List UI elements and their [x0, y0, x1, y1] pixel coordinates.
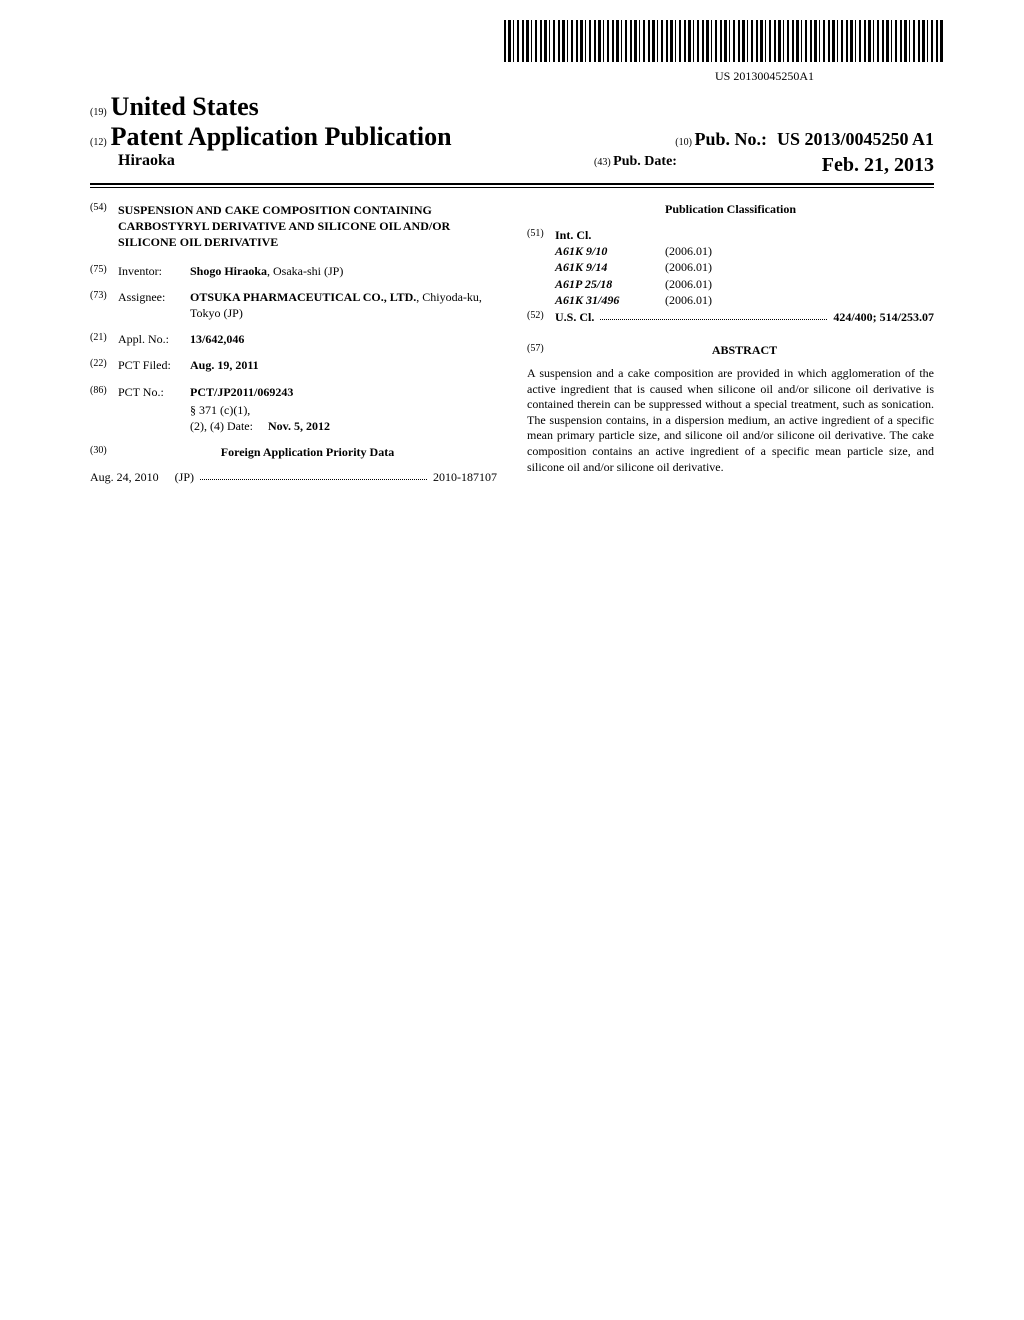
uscl-label: U.S. Cl.	[555, 310, 594, 325]
rule-thick	[90, 183, 934, 185]
priority-field: (30) Foreign Application Priority Data	[90, 444, 497, 460]
abstract-header-row: (57) ABSTRACT	[527, 343, 934, 358]
abstract-num: (57)	[527, 343, 555, 358]
intcl-code-0: A61K 9/10	[555, 243, 665, 259]
uscl-codes: 424/400; 514/253.07	[833, 310, 934, 325]
pubdate: Feb. 21, 2013	[822, 154, 934, 177]
inventor-name: Shogo Hiraoka	[190, 264, 267, 278]
intcl-code-3: A61K 31/496	[555, 292, 665, 308]
applno-num: (21)	[90, 331, 118, 347]
left-column: (54) SUSPENSION AND CAKE COMPOSITION CON…	[90, 202, 497, 485]
intcl-code-1: A61K 9/14	[555, 259, 665, 275]
pctfiled-field: (22) PCT Filed: Aug. 19, 2011	[90, 357, 497, 373]
intcl-year-2: (2006.01)	[665, 276, 712, 292]
s371-date-label: (2), (4) Date:	[190, 419, 253, 433]
pubno: US 2013/0045250 A1	[777, 129, 934, 149]
pctfiled-value: Aug. 19, 2011	[190, 357, 497, 373]
s371-label: § 371 (c)(1),	[190, 402, 497, 418]
barcode-area	[90, 20, 944, 67]
intcl-year-3: (2006.01)	[665, 292, 712, 308]
priority-appno: 2010-187107	[433, 470, 497, 485]
intcl-block: Int. Cl. A61K 9/10 (2006.01) A61K 9/14 (…	[555, 227, 934, 308]
pctno-value: PCT/JP2011/069243	[190, 384, 497, 400]
uscl-field: (52) U.S. Cl. 424/400; 514/253.07	[527, 310, 934, 325]
s371-date-row: (2), (4) Date: Nov. 5, 2012	[190, 418, 497, 434]
inventor-label: Inventor:	[118, 263, 190, 279]
pubdate-num: (43)	[594, 157, 611, 168]
pctno-num: (86)	[90, 384, 118, 400]
country-block: (19) United States	[90, 92, 259, 122]
barcode-number: US 20130045250A1	[90, 69, 814, 84]
rule-thin	[90, 187, 934, 188]
pubdate-block: (43) Pub. Date: Feb. 21, 2013	[594, 154, 934, 177]
priority-date: Aug. 24, 2010	[90, 470, 159, 485]
classification-header: Publication Classification	[527, 202, 934, 217]
body-columns: (54) SUSPENSION AND CAKE COMPOSITION CON…	[90, 202, 934, 485]
inventor-num: (75)	[90, 263, 118, 279]
title-num: (54)	[90, 202, 118, 251]
barcode	[504, 20, 944, 62]
header-row-3: Hiraoka (43) Pub. Date: Feb. 21, 2013	[90, 152, 934, 177]
assignee-name: OTSUKA PHARMACEUTICAL CO., LTD.	[190, 290, 416, 304]
header-block: (19) United States (12) Patent Applicati…	[90, 92, 934, 177]
uscl-num: (52)	[527, 310, 555, 325]
pctno-label: PCT No.:	[118, 384, 190, 400]
priority-dots	[200, 470, 427, 480]
assignee-num: (73)	[90, 289, 118, 321]
intcl-row-3: A61K 31/496 (2006.01)	[555, 292, 934, 308]
header-row-1: (19) United States	[90, 92, 934, 122]
abstract-header: ABSTRACT	[555, 343, 934, 358]
intcl-row-2: A61P 25/18 (2006.01)	[555, 276, 934, 292]
intcl-code-2: A61P 25/18	[555, 276, 665, 292]
applno-field: (21) Appl. No.: 13/642,046	[90, 331, 497, 347]
priority-num: (30)	[90, 444, 118, 460]
s371-date: Nov. 5, 2012	[268, 419, 330, 433]
priority-country: (JP)	[175, 470, 194, 485]
right-column: Publication Classification (51) Int. Cl.…	[527, 202, 934, 485]
inventor-field: (75) Inventor: Shogo Hiraoka, Osaka-shi …	[90, 263, 497, 279]
inventor-value: Shogo Hiraoka, Osaka-shi (JP)	[190, 263, 497, 279]
inventor-loc: , Osaka-shi (JP)	[267, 264, 343, 278]
uscl-dots	[600, 310, 827, 320]
country-num: (19)	[90, 107, 107, 118]
intcl-num: (51)	[527, 227, 555, 308]
doctype: Patent Application Publication	[111, 122, 452, 151]
title-text: SUSPENSION AND CAKE COMPOSITION CONTAINI…	[118, 202, 497, 251]
pctno-field: (86) PCT No.: PCT/JP2011/069243	[90, 384, 497, 400]
abstract-text: A suspension and a cake composition are …	[527, 366, 934, 475]
applno-value: 13/642,046	[190, 331, 497, 347]
intcl-field: (51) Int. Cl. A61K 9/10 (2006.01) A61K 9…	[527, 227, 934, 308]
pubno-block: (10) Pub. No.: US 2013/0045250 A1	[675, 129, 934, 150]
country-name: United States	[111, 92, 259, 121]
inventor-header: Hiraoka	[118, 152, 175, 170]
pctfiled-label: PCT Filed:	[118, 357, 190, 373]
patent-page: US 20130045250A1 (19) United States (12)…	[0, 0, 1024, 525]
intcl-year-1: (2006.01)	[665, 259, 712, 275]
intcl-row-1: A61K 9/14 (2006.01)	[555, 259, 934, 275]
intcl-row-0: A61K 9/10 (2006.01)	[555, 243, 934, 259]
priority-header: Foreign Application Priority Data	[118, 444, 497, 460]
assignee-value: OTSUKA PHARMACEUTICAL CO., LTD., Chiyoda…	[190, 289, 497, 321]
pubdate-label: Pub. Date:	[613, 154, 677, 169]
doctype-num: (12)	[90, 137, 107, 148]
pctfiled-num: (22)	[90, 357, 118, 373]
pubno-label: Pub. No.:	[694, 129, 767, 149]
assignee-label: Assignee:	[118, 289, 190, 321]
doctype-block: (12) Patent Application Publication	[90, 122, 452, 152]
header-row-2: (12) Patent Application Publication (10)…	[90, 122, 934, 152]
intcl-year-0: (2006.01)	[665, 243, 712, 259]
intcl-label: Int. Cl.	[555, 227, 934, 243]
pubno-num: (10)	[675, 137, 692, 148]
applno-label: Appl. No.:	[118, 331, 190, 347]
title-block: (54) SUSPENSION AND CAKE COMPOSITION CON…	[90, 202, 497, 251]
priority-row: Aug. 24, 2010 (JP) 2010-187107	[90, 470, 497, 485]
assignee-field: (73) Assignee: OTSUKA PHARMACEUTICAL CO.…	[90, 289, 497, 321]
